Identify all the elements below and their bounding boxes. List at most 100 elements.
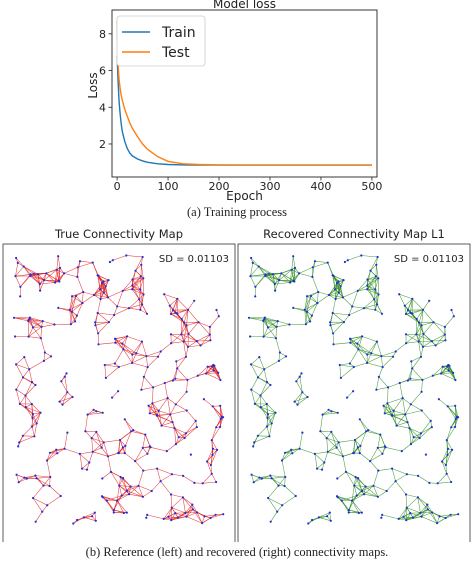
recovered-map-edge [410, 433, 422, 445]
true-map-edge [200, 334, 211, 346]
true-map-edge [138, 289, 141, 300]
recovered-map-node [454, 417, 457, 421]
true-map-edge [104, 363, 115, 366]
true-map-edge [171, 512, 176, 521]
recovered-map-edge [373, 299, 376, 310]
recovered-map-node [348, 313, 351, 317]
true-map-node [169, 312, 173, 316]
true-map-edge [175, 391, 187, 405]
recovered-map-node [428, 481, 431, 484]
recovered-map-edge [337, 471, 347, 479]
true-map-edge [216, 309, 220, 317]
recovered-map-node [440, 372, 443, 375]
true-map-node [141, 446, 144, 449]
true-map-edge [69, 309, 78, 316]
recovered-map-edge [267, 320, 278, 328]
recovered-map-node [367, 429, 370, 432]
true-map-edge [143, 468, 158, 471]
true-map-edge [71, 302, 83, 312]
recovered-map-edge [346, 391, 354, 398]
true-map-node [116, 305, 119, 308]
true-map-edge [42, 320, 55, 325]
true-map-edge [130, 485, 139, 487]
recovered-map-edge [284, 476, 286, 487]
recovered-map-edge [356, 493, 365, 496]
true-map-node [15, 256, 18, 260]
true-map-node [95, 430, 98, 433]
true-map-edge [57, 256, 61, 268]
recovered-map-edge [266, 414, 269, 427]
recovered-map-edge [410, 512, 422, 517]
true-map-node [103, 363, 106, 367]
true-map-node [28, 368, 31, 371]
true-map-node [45, 459, 49, 462]
recovered-map-edge [257, 435, 270, 437]
recovered-map-edge [366, 355, 382, 364]
true-map-node [92, 293, 96, 297]
true-map-edge [141, 341, 147, 357]
true-map-edge [93, 286, 106, 296]
true-map-node [21, 376, 25, 379]
recovered-map-edge [264, 317, 277, 328]
recovered-map-edge [403, 516, 414, 518]
true-map-node [160, 424, 163, 427]
true-map-edge [138, 485, 152, 492]
plot-frame [111, 9, 378, 178]
recovered-map-edge [406, 512, 411, 521]
recovered-map-node [250, 256, 253, 260]
true-map-edge [163, 294, 171, 306]
true-map-edge [67, 391, 73, 398]
true-map-edge [102, 471, 112, 479]
recovered-map-edge [357, 279, 368, 291]
recovered-map-edge [391, 468, 396, 482]
true-map-node [88, 461, 91, 464]
true-map-node [76, 518, 79, 522]
true-map-edge [210, 449, 218, 466]
true-map-node [134, 460, 137, 463]
true-map-edge [140, 309, 148, 315]
true-map-edge [175, 512, 187, 517]
recovered-map-edge [418, 341, 422, 357]
recovered-map-node [290, 268, 293, 271]
true-map-edge [92, 262, 99, 276]
recovered-map-edge [269, 423, 272, 437]
recovered-map-node [264, 274, 267, 278]
recovered-map-edge [366, 289, 375, 300]
recovered-map-node [376, 446, 379, 449]
recovered-map-edge [423, 322, 434, 335]
recovered-map-edge [299, 273, 313, 278]
recovered-map-edge [448, 370, 456, 381]
recovered-map-node [349, 337, 352, 341]
recovered-map-node [421, 345, 425, 348]
true-map-edge [98, 342, 116, 345]
true-map-node [210, 472, 213, 475]
true-map-node [106, 296, 110, 299]
true-map-node [184, 511, 187, 514]
recovered-map-edge [406, 341, 419, 344]
recovered-map-edge [304, 309, 311, 322]
true-map-node [116, 499, 119, 502]
true-map-edge [81, 462, 90, 469]
recovered-map-edge [341, 500, 350, 511]
true-map-edge [77, 261, 81, 277]
recovered-map-node [445, 439, 448, 442]
true-map-node [27, 319, 30, 322]
recovered-map-node [266, 416, 269, 420]
true-map-edge [132, 288, 144, 295]
recovered-map-edge [267, 497, 283, 506]
true-map-node [186, 378, 189, 381]
true-map-node [148, 445, 152, 448]
true-map-node [31, 416, 34, 420]
recovered-map-edge [378, 468, 393, 471]
recovered-map-edge [363, 304, 378, 309]
true-map-edge [19, 395, 26, 405]
true-map-node [98, 288, 102, 291]
recovered-map-edge [395, 342, 407, 352]
recovered-map-edge [259, 356, 265, 370]
true-map-node [43, 351, 47, 354]
recovered-map-edge [351, 485, 355, 501]
true-map-edge [77, 276, 84, 293]
true-map-node [101, 411, 104, 414]
true-map-edge [16, 389, 26, 396]
true-map-node [176, 367, 179, 370]
